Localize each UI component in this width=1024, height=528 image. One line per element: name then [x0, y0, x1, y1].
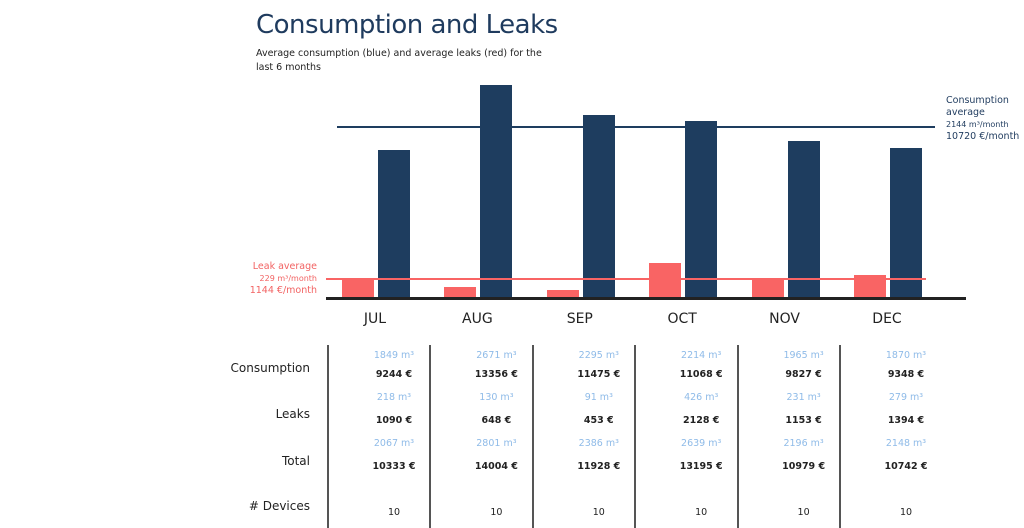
leak-bar [546, 289, 579, 297]
column-divider [429, 345, 432, 528]
table-cell-cons-eur: 9348 € [887, 369, 925, 380]
table-cell-leak-eur: 1394 € [887, 415, 925, 426]
table-cell-cons-eur: 9827 € [785, 369, 822, 380]
leak-bar [444, 286, 477, 297]
consumption-bar [582, 114, 615, 297]
table-cell-cons-m3: 1870 m³ [885, 350, 927, 361]
row-label-total: Total [281, 454, 310, 468]
consumption-average-annotation: Consumption average 2144 m³/month 10720 … [946, 95, 1019, 143]
leak-bar [751, 278, 784, 297]
column-divider [634, 345, 637, 528]
table-cell-cons-m3: 1849 m³ [373, 350, 415, 361]
chart-subtitle: Average consumption (blue) and average l… [256, 48, 542, 73]
table-cell-leak-eur: 1090 € [375, 415, 413, 426]
table-cell-tot-m3: 2386 m³ [578, 438, 619, 449]
table-cell-tot-eur: 13195 € [679, 461, 723, 472]
table-cell-cons-m3: 2295 m³ [578, 350, 619, 361]
table-cell-cons-eur: 11068 € [679, 369, 723, 380]
table-cell-tot-m3: 2196 m³ [783, 438, 824, 449]
table-cell-tot-eur: 10742 € [884, 461, 928, 472]
column-divider [736, 345, 739, 528]
table-cell-tot-eur: 10333 € [372, 461, 416, 472]
consumption-bar [480, 84, 513, 297]
table-cell-tot-eur: 14004 € [474, 461, 518, 472]
table-cell-devices: 10 [592, 507, 605, 518]
table-cell-devices: 10 [797, 507, 810, 518]
leak-bar [649, 263, 682, 297]
consumption-bar [787, 140, 820, 297]
table-cell-leak-m3: 130 m³ [479, 392, 514, 403]
leak-average-eur: 1144 €/month [249, 285, 317, 296]
table-cell-cons-m3: 1965 m³ [783, 350, 824, 361]
table-cell-tot-m3: 2067 m³ [373, 438, 415, 449]
table-cell-cons-eur: 13356 € [474, 369, 518, 380]
table-cell-tot-m3: 2801 m³ [476, 438, 517, 449]
table-cell-tot-m3: 2639 m³ [681, 438, 722, 449]
month-label: AUG [462, 311, 493, 327]
table-cell-cons-m3: 2214 m³ [681, 350, 722, 361]
consumption-bar [890, 148, 922, 297]
table-cell-cons-eur: 9244 € [375, 369, 413, 380]
leak-bar [854, 274, 886, 297]
leak-average-m3: 229 m³/month [259, 274, 317, 283]
table-cell-leak-eur: 453 € [583, 415, 614, 426]
column-divider [839, 345, 841, 528]
table-cell-devices: 10 [490, 507, 503, 518]
table-cell-leak-m3: 279 m³ [888, 392, 924, 403]
table-cell-tot-m3: 2148 m³ [885, 438, 927, 449]
leak-average-line [326, 277, 926, 280]
consumption-bar [378, 150, 410, 297]
consumption-average-line [337, 125, 935, 128]
chart-title: Consumption and Leaks [256, 10, 558, 40]
row-label-leaks: Leaks [275, 407, 310, 421]
table-cell-tot-eur: 11928 € [577, 461, 621, 472]
table-cell-devices: 10 [387, 507, 401, 518]
consumption-average-m3: 2144 m³/month [946, 120, 1009, 129]
table-cell-devices: 10 [695, 507, 708, 518]
month-label: DEC [872, 311, 902, 327]
table-cell-leak-eur: 1153 € [785, 415, 822, 426]
leak-average-label: Leak average [252, 261, 317, 272]
table-cell-tot-eur: 10979 € [782, 461, 826, 472]
consumption-average-label: Consumption average [946, 95, 1009, 118]
table-cell-cons-eur: 11475 € [577, 369, 621, 380]
table-cell-leak-eur: 648 € [481, 415, 512, 426]
x-axis-baseline [326, 297, 966, 300]
table-cell-devices: 10 [899, 507, 913, 518]
consumption-average-eur: 10720 €/month [946, 131, 1020, 142]
table-cell-leak-m3: 218 m³ [376, 392, 412, 403]
month-label: OCT [667, 311, 697, 327]
table-cell-leak-m3: 231 m³ [786, 392, 821, 403]
leak-average-annotation: Leak average 229 m³/month 1144 €/month [250, 261, 317, 297]
month-label: JUL [363, 311, 387, 327]
consumption-bar [685, 120, 718, 297]
column-divider [327, 345, 329, 528]
leak-bar [342, 279, 374, 297]
row-label-consumption: Consumption [230, 361, 310, 375]
column-divider [531, 345, 534, 528]
table-cell-leak-eur: 2128 € [683, 415, 720, 426]
table-cell-leak-m3: 426 m³ [684, 392, 719, 403]
row-label-devices: # Devices [248, 499, 310, 513]
month-label: SEP [566, 311, 593, 327]
table-cell-cons-m3: 2671 m³ [476, 350, 517, 361]
month-label: NOV [769, 311, 800, 327]
table-cell-leak-m3: 91 m³ [584, 392, 613, 403]
